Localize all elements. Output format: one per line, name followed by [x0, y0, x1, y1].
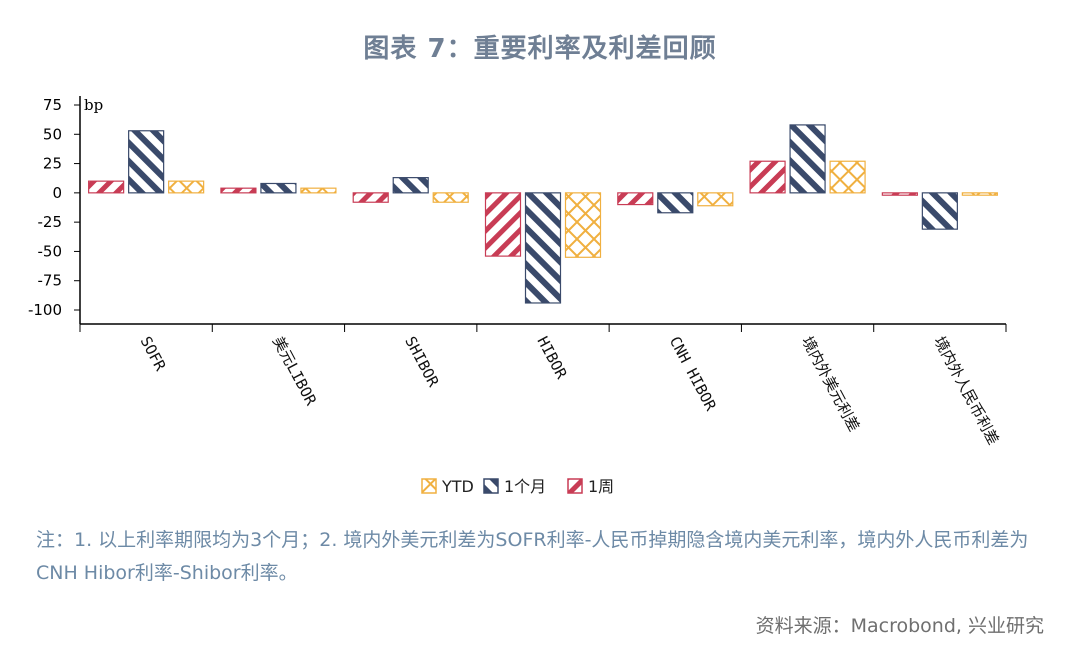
y-tick-label: 75 — [43, 96, 62, 114]
x-labels-layer: SOFR 美元LIBOR SHIBOR HIBOR CNH HIBOR 境内外美元利差 境内… — [137, 333, 1003, 447]
bar-YTD-4 — [697, 192, 734, 207]
bar-1周-5 — [749, 160, 786, 194]
legend-swatch — [421, 478, 437, 494]
source-credit: 资料来源：Macrobond, 兴业研究 — [755, 615, 1044, 637]
bar-1个月-6 — [921, 192, 958, 230]
bar-1周-2 — [352, 192, 389, 203]
x-tick-label: 境内外美元利差 — [798, 333, 863, 434]
bar-1个月-1 — [260, 182, 297, 194]
axes-layer: 75 50 25 0 -25 -50 -75 -100 bp — [28, 96, 1007, 332]
footnote: 注：1. 以上利率期限均为3个月；2. 境内外美元利差为SOFR利率-人民币掉期… — [36, 529, 1029, 584]
bar-1个月-0 — [128, 130, 165, 194]
y-tick-label: -75 — [38, 272, 63, 290]
y-tick-label: 0 — [52, 184, 62, 202]
bar-1个月-5 — [789, 124, 826, 194]
bar-YTD-6 — [961, 192, 998, 196]
x-tick-label: 境内外人民币利差 — [930, 333, 1002, 447]
bar-1周-6 — [881, 192, 918, 196]
legend-label: 1周 — [588, 477, 614, 496]
x-tick-label: CNH HIBOR — [666, 333, 721, 414]
bar-1个月-4 — [657, 192, 694, 214]
y-tick-label: -100 — [28, 301, 62, 319]
bar-YTD-1 — [300, 187, 337, 194]
bar-YTD-0 — [168, 180, 205, 194]
bar-YTD-2 — [432, 192, 469, 203]
y-tick-label: 25 — [43, 155, 62, 173]
bar-1个月-3 — [524, 192, 562, 304]
bar-1个月-2 — [392, 177, 429, 194]
bar-1周-3 — [484, 192, 522, 257]
bar-YTD-3 — [564, 192, 602, 258]
y-tick-label: 50 — [43, 125, 62, 143]
bar-1周-4 — [617, 192, 654, 206]
chart-title: 图表 7：重要利率及利差回顾 — [363, 34, 717, 64]
legend-swatch — [483, 478, 499, 494]
x-tick-label: 美元LIBOR — [269, 333, 321, 409]
legend-item: 1周 — [567, 477, 614, 496]
bar-YTD-5 — [829, 160, 866, 194]
legend-item: YTD — [421, 477, 474, 496]
y-unit-label: bp — [84, 96, 103, 114]
legend-swatch — [567, 478, 583, 494]
bar-1周-1 — [220, 187, 257, 194]
x-tick-label: SOFR — [137, 333, 170, 374]
bars-layer — [88, 124, 998, 304]
bar-1周-0 — [88, 180, 125, 194]
x-tick-label: SHIBOR — [401, 333, 443, 390]
legend-label: YTD — [441, 477, 474, 496]
y-tick-label: -25 — [38, 213, 63, 231]
legend: YTD 1个月 1周 — [421, 477, 614, 496]
bar-chart: 75 50 25 0 -25 -50 -75 -100 bp SOFR 美元LIBOR SHIBOR… — [28, 96, 1007, 496]
y-tick-label: -50 — [38, 242, 63, 260]
x-tick-label: HIBOR — [533, 333, 571, 382]
legend-label: 1个月 — [504, 477, 546, 496]
legend-item: 1个月 — [483, 477, 546, 496]
